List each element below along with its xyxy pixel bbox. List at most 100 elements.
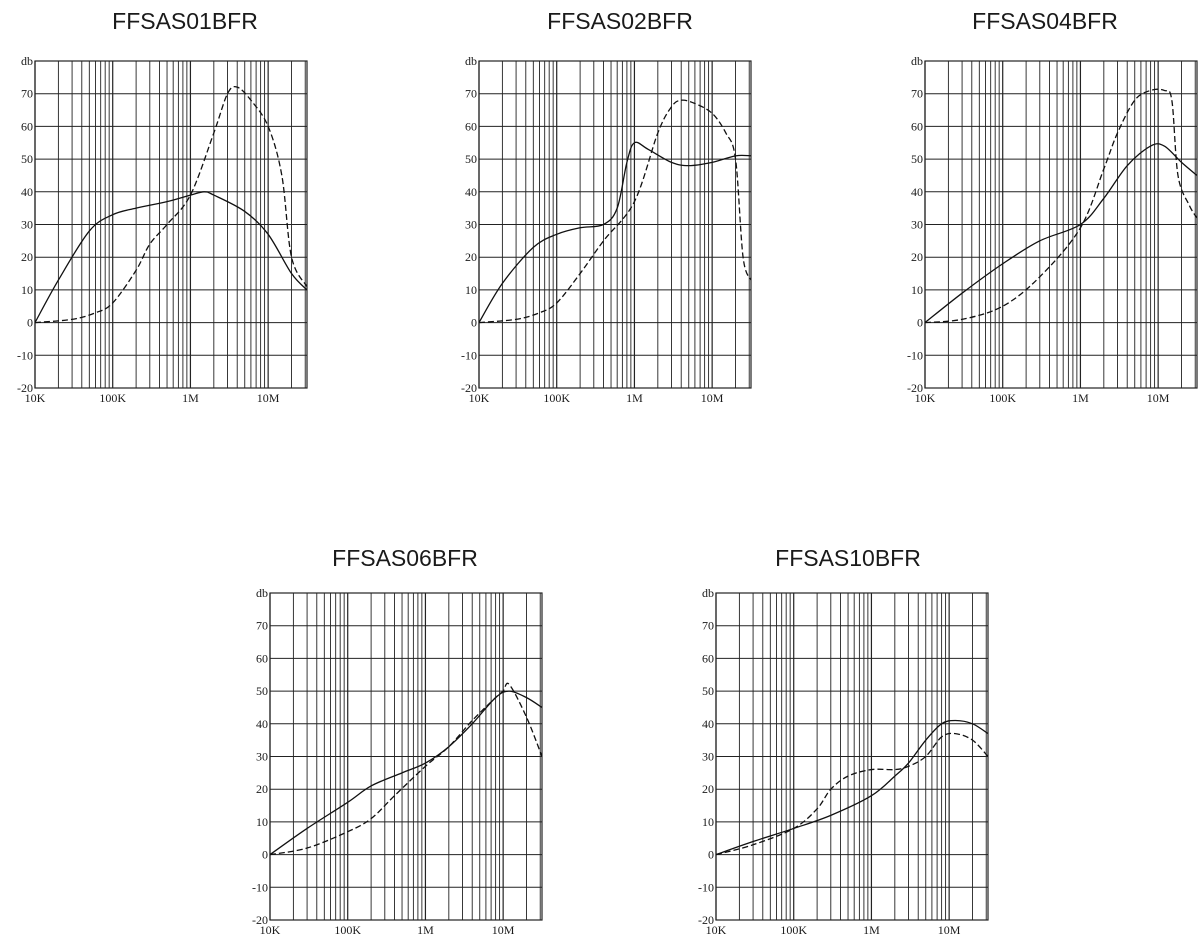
y-tick-label: 10	[256, 815, 268, 829]
y-tick-label: 10	[465, 283, 477, 297]
y-tick-label: 60	[911, 119, 923, 133]
plot-frame	[924, 60, 1198, 389]
y-tick-label: 10	[911, 283, 923, 297]
y-tick-label: 40	[21, 185, 33, 199]
series-line-dashed	[270, 682, 542, 856]
y-tick-label: -20	[252, 913, 268, 927]
y-tick-label: 50	[256, 684, 268, 698]
series-line-solid	[479, 141, 751, 323]
chart-title-ffsas02bfr: FFSAS02BFR	[547, 8, 693, 34]
x-tick-label: 10M	[701, 391, 724, 405]
x-tick-label: 10M	[257, 391, 280, 405]
x-tick-label: 100K	[543, 391, 570, 405]
y-tick-label: -10	[698, 880, 714, 894]
y-tick-label: 40	[256, 717, 268, 731]
y-axis-unit-label: db	[465, 54, 477, 68]
plot-frame	[34, 60, 308, 389]
x-tick-label: 1M	[182, 391, 199, 405]
y-tick-label: -20	[17, 381, 33, 395]
y-tick-label: 30	[21, 218, 33, 232]
y-tick-label: -10	[252, 880, 268, 894]
series-line-solid	[716, 719, 988, 856]
y-tick-label: 30	[911, 218, 923, 232]
chart-title-ffsas06bfr: FFSAS06BFR	[332, 545, 478, 571]
x-tick-label: 100K	[989, 391, 1016, 405]
x-tick-label: 10K	[469, 391, 490, 405]
series-line-solid	[35, 191, 307, 323]
x-tick-label: 10M	[492, 923, 515, 937]
y-axis-unit-label: db	[256, 586, 268, 600]
y-tick-label: 0	[262, 848, 268, 862]
y-tick-label: 50	[465, 152, 477, 166]
y-tick-label: 50	[702, 684, 714, 698]
x-tick-label: 100K	[334, 923, 361, 937]
x-tick-label: 10M	[938, 923, 961, 937]
y-tick-label: 60	[256, 651, 268, 665]
x-tick-label: 1M	[626, 391, 643, 405]
x-tick-label: 1M	[863, 923, 880, 937]
y-tick-label: -10	[907, 348, 923, 362]
series-line-solid	[270, 690, 542, 856]
series-line-dashed	[716, 732, 988, 856]
y-tick-label: 70	[465, 87, 477, 101]
y-tick-label: 60	[702, 651, 714, 665]
y-tick-label: 60	[21, 119, 33, 133]
y-tick-label: 50	[21, 152, 33, 166]
x-tick-label: 10M	[1147, 391, 1170, 405]
y-axis-unit-label: db	[702, 586, 714, 600]
plot-frame	[715, 592, 989, 921]
y-tick-label: -20	[461, 381, 477, 395]
x-tick-label: 10K	[706, 923, 727, 937]
y-tick-label: 0	[917, 316, 923, 330]
y-tick-label: 10	[702, 815, 714, 829]
y-tick-label: 20	[702, 782, 714, 796]
plot-frame	[478, 60, 752, 389]
y-tick-label: 30	[256, 750, 268, 764]
x-tick-label: 10K	[25, 391, 46, 405]
series-line-dashed	[479, 99, 751, 324]
y-tick-label: -10	[17, 348, 33, 362]
y-tick-label: 0	[27, 316, 33, 330]
x-tick-label: 100K	[99, 391, 126, 405]
y-tick-label: -10	[461, 348, 477, 362]
y-tick-label: 70	[702, 619, 714, 633]
y-tick-label: 40	[702, 717, 714, 731]
x-tick-label: 1M	[1072, 391, 1089, 405]
x-tick-label: 10K	[260, 923, 281, 937]
x-tick-label: 1M	[417, 923, 434, 937]
chart-title-ffsas04bfr: FFSAS04BFR	[972, 8, 1118, 34]
y-axis-unit-label: db	[21, 54, 33, 68]
y-tick-label: 0	[708, 848, 714, 862]
x-tick-label: 10K	[915, 391, 936, 405]
y-tick-label: 70	[256, 619, 268, 633]
y-tick-label: -20	[698, 913, 714, 927]
y-axis-unit-label: db	[911, 54, 923, 68]
chart-title-ffsas10bfr: FFSAS10BFR	[775, 545, 921, 571]
chart-title-ffsas01bfr: FFSAS01BFR	[112, 8, 258, 34]
y-tick-label: 40	[911, 185, 923, 199]
y-tick-label: 20	[21, 250, 33, 264]
series-line-dashed	[35, 86, 307, 324]
series-line-solid	[925, 143, 1197, 324]
x-tick-label: 100K	[780, 923, 807, 937]
y-tick-label: 20	[911, 250, 923, 264]
y-tick-label: 20	[256, 782, 268, 796]
y-tick-label: -20	[907, 381, 923, 395]
y-tick-label: 60	[465, 119, 477, 133]
y-tick-label: 30	[465, 218, 477, 232]
series-line-dashed	[925, 88, 1197, 324]
y-tick-label: 40	[465, 185, 477, 199]
y-tick-label: 70	[911, 87, 923, 101]
y-tick-label: 30	[702, 750, 714, 764]
y-tick-label: 10	[21, 283, 33, 297]
y-tick-label: 0	[471, 316, 477, 330]
y-tick-label: 70	[21, 87, 33, 101]
y-tick-label: 20	[465, 250, 477, 264]
